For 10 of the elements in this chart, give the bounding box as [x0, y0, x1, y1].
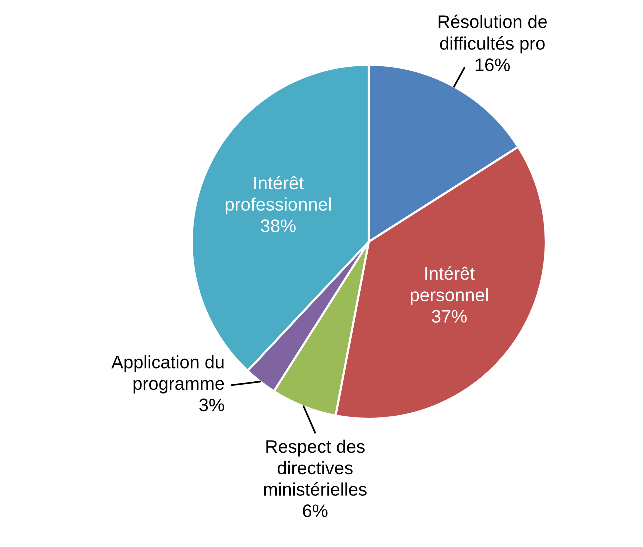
slice-label: Résolution de difficultés pro	[438, 14, 548, 54]
data-label: 3%	[200, 398, 224, 412]
data-label: 38%	[261, 220, 296, 232]
data-label: 6%	[303, 504, 328, 518]
data-label: 37%	[432, 310, 467, 323]
slice-label: Application du programme	[112, 355, 224, 394]
slice-label: Intérêt professionnel	[226, 176, 331, 215]
slice-label: Respect des directives ministérielles	[264, 440, 367, 496]
data-label: 16%	[476, 58, 510, 72]
slice-label: Intérêt personnel	[411, 266, 488, 306]
